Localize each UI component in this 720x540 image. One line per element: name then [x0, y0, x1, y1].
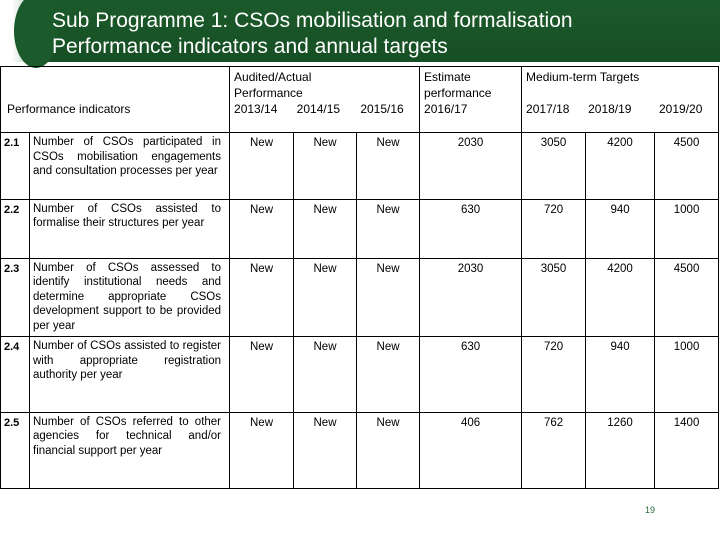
header-year-2013-14: 2013/14 [234, 102, 278, 116]
value-2015-16: New [356, 198, 421, 259]
slide-title-line-2: Performance indicators and annual target… [52, 35, 448, 58]
header-year-2015-16: 2015/16 [360, 102, 404, 116]
value-2015-16: New [356, 336, 421, 413]
title-bar-accent [0, 0, 58, 68]
value-2013-14: New [229, 411, 295, 490]
value-2015-16: New [356, 132, 421, 200]
value-2016-17: 2030 [419, 257, 523, 338]
slide-title-line-1: Sub Programme 1: CSOs mobilisation and f… [52, 9, 573, 32]
value-2014-15: New [293, 198, 358, 259]
header-row: Performance indicators Audited/Actual Pe… [0, 65, 720, 134]
value-2018-19: 4200 [585, 132, 656, 200]
header-medium-term-targets: Medium-term Targets 2017/18 2018/19 2019… [521, 65, 720, 134]
header-mtt-label: Medium-term Targets [526, 70, 640, 84]
row-indicator: Number of CSOs participated in CSOs mobi… [28, 132, 231, 200]
row-indicator: Number of CSOs referred to other agencie… [28, 411, 231, 490]
value-2018-19: 940 [585, 198, 656, 259]
value-2013-14: New [229, 336, 295, 413]
value-2017-18: 720 [521, 336, 587, 413]
value-2019-20: 1000 [654, 336, 720, 413]
header-mtt-years: 2017/18 2018/19 2019/20 [526, 101, 718, 117]
table-row: 2.1 Number of CSOs participated in CSOs … [0, 132, 720, 200]
header-estimate-line-2: performance [424, 86, 492, 100]
header-year-2018-19: 2018/19 [588, 102, 632, 116]
value-2017-18: 3050 [521, 257, 587, 338]
row-number: 2.5 [0, 411, 30, 490]
value-2016-17: 630 [419, 198, 523, 259]
header-audited-line-2: Performance [234, 86, 303, 100]
value-2014-15: New [293, 132, 358, 200]
value-2019-20: 4500 [654, 257, 720, 338]
header-estimate-line-1: Estimate [424, 70, 471, 84]
value-2016-17: 2030 [419, 132, 523, 200]
row-indicator: Number of CSOs assisted to register with… [28, 336, 231, 413]
header-audited-performance: Audited/Actual Performance 2013/14 2014/… [229, 65, 421, 134]
page-number: 19 [644, 505, 655, 515]
indicators-table: Performance indicators Audited/Actual Pe… [0, 65, 720, 490]
slide-title: Sub Programme 1: CSOs mobilisation and f… [52, 8, 573, 60]
value-2014-15: New [293, 411, 358, 490]
header-audited-line-1: Audited/Actual [234, 70, 312, 84]
value-2017-18: 720 [521, 198, 587, 259]
header-performance-indicators: Performance indicators [0, 65, 231, 134]
value-2014-15: New [293, 257, 358, 338]
value-2018-19: 940 [585, 336, 656, 413]
value-2015-16: New [356, 257, 421, 338]
value-2014-15: New [293, 336, 358, 413]
value-2016-17: 630 [419, 336, 523, 413]
value-2013-14: New [229, 198, 295, 259]
value-2016-17: 406 [419, 411, 523, 490]
table-row: 2.4 Number of CSOs assisted to register … [0, 336, 720, 413]
value-2017-18: 3050 [521, 132, 587, 200]
header-year-2019-20: 2019/20 [659, 102, 703, 116]
header-estimate-performance: Estimate performance 2016/17 [419, 65, 523, 134]
header-audited-years: 2013/14 2014/15 2015/16 [234, 101, 419, 117]
value-2019-20: 4500 [654, 132, 720, 200]
row-number: 2.2 [0, 198, 30, 259]
value-2018-19: 4200 [585, 257, 656, 338]
row-indicator: Number of CSOs assessed to identify inst… [28, 257, 231, 338]
row-indicator: Number of CSOs assisted to formalise the… [28, 198, 231, 259]
table-row: 2.3 Number of CSOs assessed to identify … [0, 257, 720, 338]
value-2019-20: 1000 [654, 198, 720, 259]
header-year-2016-17: 2016/17 [424, 102, 468, 116]
value-2017-18: 762 [521, 411, 587, 490]
value-2013-14: New [229, 132, 295, 200]
title-bar: Sub Programme 1: CSOs mobilisation and f… [0, 0, 720, 68]
row-number: 2.3 [0, 257, 30, 338]
value-2015-16: New [356, 411, 421, 490]
value-2019-20: 1400 [654, 411, 720, 490]
row-number: 2.4 [0, 336, 30, 413]
row-number: 2.1 [0, 132, 30, 200]
table-row: 2.5 Number of CSOs referred to other age… [0, 411, 720, 490]
header-year-2014-15: 2014/15 [296, 102, 341, 116]
header-year-2017-18: 2017/18 [526, 102, 570, 116]
value-2013-14: New [229, 257, 295, 338]
table-row: 2.2 Number of CSOs assisted to formalise… [0, 198, 720, 259]
value-2018-19: 1260 [585, 411, 656, 490]
